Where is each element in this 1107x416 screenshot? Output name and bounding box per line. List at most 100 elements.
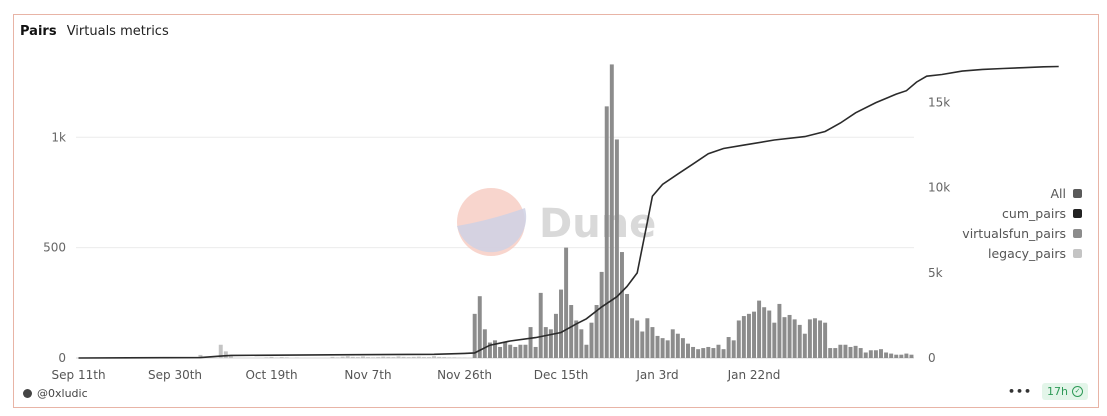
bar-virtualsfun[interactable] [503,342,508,358]
bar-virtualsfun[interactable] [609,64,614,359]
bar-virtualsfun[interactable] [868,350,873,358]
bar-legacy[interactable] [416,356,421,358]
bar-virtualsfun[interactable] [792,319,797,358]
bar-virtualsfun[interactable] [863,352,868,358]
bar-virtualsfun[interactable] [498,346,503,358]
bar-virtualsfun[interactable] [660,338,665,358]
bar-virtualsfun[interactable] [807,319,812,358]
bar-virtualsfun[interactable] [523,344,528,358]
bar-legacy[interactable] [396,356,401,358]
bar-legacy[interactable] [411,356,416,358]
bar-virtualsfun[interactable] [721,349,726,358]
bar-virtualsfun[interactable] [701,348,706,358]
bar-legacy[interactable] [198,354,203,358]
bar-virtualsfun[interactable] [584,344,589,358]
bar-virtualsfun[interactable] [680,338,685,358]
bar-virtualsfun[interactable] [564,247,569,358]
bar-virtualsfun[interactable] [670,329,675,358]
freshness-badge[interactable]: 17h ✓ [1042,383,1088,400]
bar-legacy[interactable] [355,357,360,358]
bar-virtualsfun[interactable] [731,340,736,358]
bar-virtualsfun[interactable] [655,335,660,358]
bar-legacy[interactable] [350,356,355,358]
bar-virtualsfun[interactable] [757,300,762,358]
bar-legacy[interactable] [406,357,411,358]
bar-virtualsfun[interactable] [518,344,523,358]
bar-virtualsfun[interactable] [508,344,513,358]
bar-legacy[interactable] [371,357,376,358]
bar-virtualsfun[interactable] [746,313,751,358]
bar-virtualsfun[interactable] [818,320,823,358]
bar-legacy[interactable] [391,357,396,358]
bar-virtualsfun[interactable] [787,314,792,358]
bar-legacy[interactable] [279,357,284,358]
bar-virtualsfun[interactable] [772,322,777,358]
bar-virtualsfun[interactable] [543,327,548,358]
bar-virtualsfun[interactable] [513,346,518,358]
bar-virtualsfun[interactable] [599,271,604,358]
bar-legacy[interactable] [284,357,289,358]
chart-subtitle[interactable]: Virtuals metrics [66,24,169,39]
bar-legacy[interactable] [218,344,223,358]
bar-virtualsfun[interactable] [736,320,741,358]
bar-legacy[interactable] [452,357,457,358]
author-info[interactable]: @0xludic [23,387,88,400]
bar-virtualsfun[interactable] [686,343,690,358]
bar-virtualsfun[interactable] [619,252,624,358]
bar-virtualsfun[interactable] [848,346,853,358]
bar-virtualsfun[interactable] [899,354,904,358]
bar-legacy[interactable] [360,356,365,358]
bar-virtualsfun[interactable] [884,352,889,358]
bar-virtualsfun[interactable] [635,320,640,358]
bar-virtualsfun[interactable] [741,316,746,358]
bar-virtualsfun[interactable] [477,296,482,358]
bar-virtualsfun[interactable] [645,318,650,358]
bar-virtualsfun[interactable] [472,313,477,358]
bar-virtualsfun[interactable] [579,329,584,358]
bar-legacy[interactable] [442,357,447,358]
bar-virtualsfun[interactable] [904,353,909,358]
bar-virtualsfun[interactable] [691,346,696,358]
bar-virtualsfun[interactable] [833,348,838,358]
bar-virtualsfun[interactable] [711,348,716,358]
bar-virtualsfun[interactable] [538,292,543,358]
bar-virtualsfun[interactable] [533,346,538,358]
bar-legacy[interactable] [366,357,371,358]
bar-virtualsfun[interactable] [873,350,878,358]
bar-legacy[interactable] [335,357,340,358]
bar-virtualsfun[interactable] [528,327,533,358]
bar-legacy[interactable] [223,351,228,358]
bar-virtualsfun[interactable] [640,331,645,358]
bar-virtualsfun[interactable] [675,333,680,358]
bar-virtualsfun[interactable] [879,349,883,358]
bar-legacy[interactable] [386,356,391,358]
author-name[interactable]: @0xludic [37,387,88,400]
bar-virtualsfun[interactable] [762,307,767,358]
legend-item-virtualsfun-pairs[interactable]: virtualsfun_pairs [962,223,1082,243]
bar-virtualsfun[interactable] [889,353,894,358]
bar-legacy[interactable] [228,356,233,358]
bar-virtualsfun[interactable] [614,139,619,358]
bar-legacy[interactable] [432,356,437,358]
bar-virtualsfun[interactable] [802,333,807,358]
bar-virtualsfun[interactable] [716,344,721,358]
bar-virtualsfun[interactable] [782,317,787,358]
bar-virtualsfun[interactable] [838,344,843,358]
bar-virtualsfun[interactable] [706,346,711,358]
bar-virtualsfun[interactable] [630,318,635,358]
bar-virtualsfun[interactable] [559,289,564,358]
bar-virtualsfun[interactable] [777,303,782,358]
bar-virtualsfun[interactable] [909,354,914,358]
bar-virtualsfun[interactable] [487,342,492,358]
legend-item-legacy-pairs[interactable]: legacy_pairs [962,243,1082,263]
bar-legacy[interactable] [426,357,431,358]
bar-legacy[interactable] [421,357,426,358]
bar-virtualsfun[interactable] [752,311,756,358]
more-icon[interactable]: ••• [1007,385,1033,398]
bar-legacy[interactable] [437,356,442,358]
bar-virtualsfun[interactable] [650,327,655,358]
bar-virtualsfun[interactable] [858,348,863,358]
bar-virtualsfun[interactable] [853,345,858,358]
bar-virtualsfun[interactable] [482,329,487,358]
bar-virtualsfun[interactable] [604,106,609,358]
